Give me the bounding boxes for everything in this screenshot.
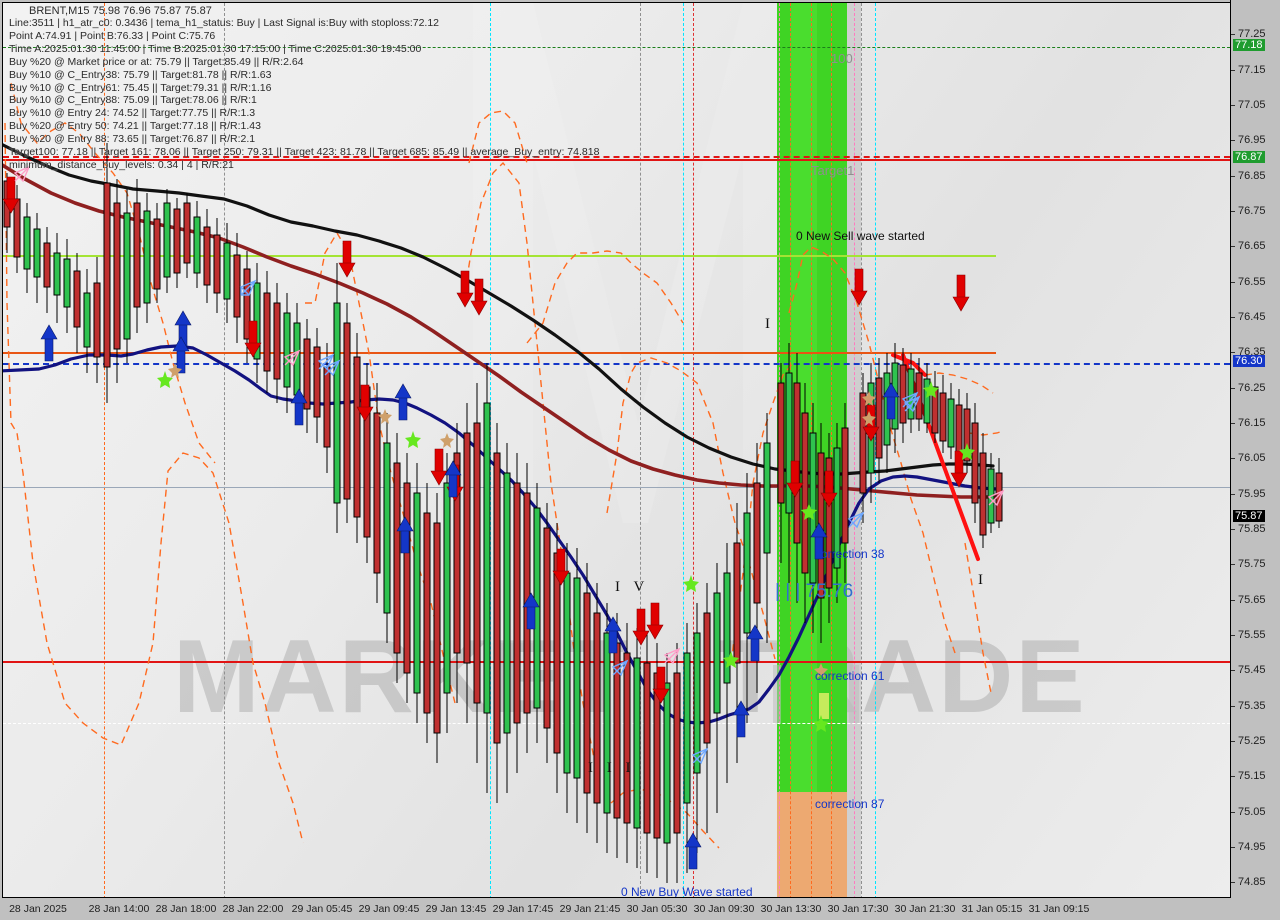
price-tick: 75.95	[1238, 488, 1266, 500]
price-tick: 75.25	[1238, 735, 1266, 747]
time-tick: 29 Jan 17:45	[492, 903, 554, 915]
level-point-b	[3, 363, 1230, 365]
time-tick: 30 Jan 09:30	[693, 903, 755, 915]
price-tick: 76.85	[1238, 170, 1266, 182]
signal-arrows	[3, 165, 1005, 870]
time-tick: 28 Jan 14:00	[88, 903, 150, 915]
fib-line-orange	[104, 3, 105, 898]
price-tick: 77.05	[1238, 99, 1266, 111]
time-tick: 31 Jan 09:15	[1028, 903, 1090, 915]
time-tick: 28 Jan 2025	[9, 903, 67, 915]
price-tick: 75.85	[1238, 523, 1266, 535]
level-target100	[3, 47, 1230, 48]
price-tick: 77.15	[1238, 64, 1266, 76]
time-tick: 31 Jan 05:15	[961, 903, 1023, 915]
gridline-vertical	[640, 3, 641, 898]
annotation-correction-61: correction 61	[815, 669, 885, 683]
annotation-new-buy-wave: 0 New Buy Wave started	[621, 885, 753, 898]
yellow-box-marker	[819, 693, 829, 719]
ma-black-line	[3, 143, 995, 476]
symbol-title: BRENT,M15 75.98 76.96 75.87 75.87	[29, 5, 212, 17]
gridline-vertical	[224, 3, 225, 898]
price-tick: 75.45	[1238, 664, 1266, 676]
info-line: Line:3511 | h1_atr_c0: 0.3436 | tema_h1_…	[9, 17, 440, 29]
trend-red-top	[891, 353, 927, 377]
info-line: minimum_distance_buy_levels: 0.34 | 4 | …	[9, 158, 234, 171]
time-tick: 30 Jan 05:30	[626, 903, 688, 915]
annotation-new-sell-wave: 0 New Sell wave started	[796, 229, 925, 243]
price-tag-target1: 76.87	[1233, 151, 1265, 163]
signal-line-red	[693, 3, 694, 898]
time-axis[interactable]: 28 Jan 2025 28 Jan 14:00 28 Jan 18:00 28…	[0, 898, 1280, 920]
wave-line-pink	[854, 3, 855, 898]
price-tick: 76.65	[1238, 240, 1266, 252]
annotation-target1: Target1	[811, 163, 855, 178]
session-line-cyan	[683, 3, 684, 898]
info-line: Buy %10 @ Entry 24: 74.52 || Target:77.7…	[9, 107, 256, 120]
price-tick: 75.55	[1238, 629, 1266, 641]
price-tick: 77.25	[1238, 28, 1266, 40]
annotation-point-c-price: | | | 75.76	[775, 581, 854, 602]
time-tick: 29 Jan 21:45	[559, 903, 621, 915]
info-line: Buy %20 @ Entry 50: 74.21 || Target:77.1…	[9, 120, 261, 133]
price-tick: 76.95	[1238, 134, 1266, 146]
price-tag-bid: 75.87	[1233, 510, 1265, 522]
time-tick: 29 Jan 05:45	[291, 903, 353, 915]
price-tick: 75.35	[1238, 700, 1266, 712]
level-entry	[3, 352, 996, 354]
price-tick: 76.15	[1238, 417, 1266, 429]
price-tick: 76.25	[1238, 382, 1266, 394]
time-tick: 30 Jan 17:30	[827, 903, 889, 915]
wave-label-iv: I V	[615, 579, 650, 595]
level-target1-dash	[3, 156, 1230, 158]
time-tick: 28 Jan 22:00	[222, 903, 284, 915]
time-tick: 29 Jan 13:45	[425, 903, 487, 915]
price-tick: 75.15	[1238, 770, 1266, 782]
annotation-100: 100	[831, 51, 853, 66]
price-tick: 76.05	[1238, 452, 1266, 464]
price-tick: 76.75	[1238, 205, 1266, 217]
buy-wave-zone	[777, 792, 847, 898]
chart-plot-area[interactable]: MARKETMTRADE	[2, 2, 1230, 898]
price-tick: 76.55	[1238, 276, 1266, 288]
info-line: Buy %20 @ Market price or at: 75.79 || T…	[9, 55, 304, 68]
level-entry-top	[3, 255, 996, 257]
price-axis[interactable]: 77.25 77.15 77.05 76.95 76.85 76.75 76.6…	[1230, 0, 1280, 900]
price-tick: 74.85	[1238, 876, 1266, 888]
info-line: Point A:74.91 | Point B:76.33 | Point C:…	[9, 29, 216, 42]
wave-label-i-upper: I	[765, 316, 775, 332]
wave-label-i-lower: I	[978, 572, 988, 588]
time-tick: 29 Jan 09:45	[358, 903, 420, 915]
level-close	[3, 487, 1230, 488]
wave-label-iii: I I I	[588, 760, 636, 776]
price-tick: 75.65	[1238, 594, 1266, 606]
level-target1	[3, 159, 1230, 161]
price-tick: 75.75	[1238, 558, 1266, 570]
info-line: Buy %10 @ C_Entry38: 75.79 || Target:81.…	[9, 68, 272, 81]
price-series-layer	[3, 82, 1005, 883]
price-tick: 75.05	[1238, 806, 1266, 818]
indicator-info-panel: Line:3511 | h1_atr_c0: 0.3436 | tema_h1_…	[9, 17, 599, 172]
price-tag-point-b: 76.30	[1233, 355, 1265, 367]
corr61-marker-left	[773, 665, 781, 723]
info-line: Time A:2025.01.30 11:45:00 | Time B:2025…	[9, 42, 422, 55]
info-line: Buy %20 @ Entry 88: 73.65 || Target:76.8…	[9, 133, 256, 146]
annotation-correction-87: correction 87	[815, 797, 885, 811]
time-tick: 30 Jan 21:30	[894, 903, 956, 915]
annotation-correction-38: correction 38	[815, 547, 885, 561]
price-tag-target100: 77.18	[1233, 39, 1265, 51]
price-tick: 76.45	[1238, 311, 1266, 323]
price-tick: 74.95	[1238, 841, 1266, 853]
time-tick: 30 Jan 13:30	[760, 903, 822, 915]
fib-line-orange	[831, 3, 832, 898]
watermark-logo-icon	[473, 3, 803, 643]
info-line: Target100: 77.18 || Target 161: 78.06 ||…	[9, 146, 600, 159]
time-tick: 28 Jan 18:00	[155, 903, 217, 915]
info-line: Buy %10 @ C_Entry61: 75.45 || Target:79.…	[9, 81, 272, 94]
candlesticks	[3, 143, 1003, 883]
info-line: Buy %10 @ C_Entry88: 75.09 || Target:78.…	[9, 94, 257, 107]
